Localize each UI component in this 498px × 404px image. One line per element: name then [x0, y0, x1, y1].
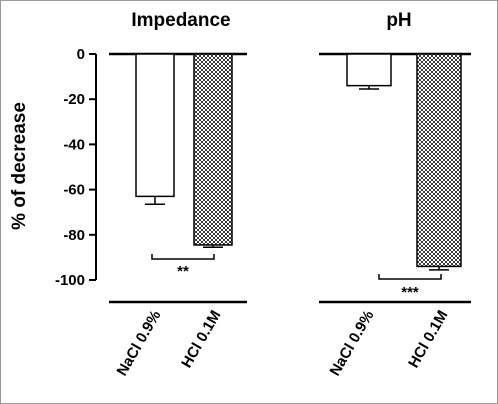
bar-impedance-hcl: [193, 53, 233, 246]
significance-bracket-impedance: [151, 254, 215, 260]
y-tick-labels: 0 -20 -40 -60 -80 -100: [55, 46, 85, 289]
y-tick-label: -100: [55, 272, 85, 289]
significance-label-ph: ***: [401, 284, 419, 301]
bar-ph-nacl: [346, 53, 392, 87]
chart-title-impedance: Impedance: [131, 10, 230, 31]
category-label-hcl-impedance: HCl 0.1M: [178, 308, 224, 371]
y-tick-label: -80: [63, 227, 85, 244]
y-tick-label: -40: [63, 136, 85, 153]
chart-title-ph: pH: [386, 10, 411, 31]
significance-impedance: **: [151, 254, 215, 280]
y-tick-label: -60: [63, 182, 85, 199]
y-ticks: [89, 53, 96, 281]
bars-impedance: [135, 53, 233, 248]
significance-bracket-ph: [378, 274, 442, 280]
bars-ph: [346, 53, 462, 271]
category-label-nacl-impedance: NaCl 0.9%: [113, 308, 164, 379]
y-tick-label: 0: [77, 46, 85, 63]
y-tick-label: -20: [63, 91, 85, 108]
bar-impedance-nacl: [135, 53, 175, 198]
y-axis-label: % of decrease: [9, 102, 30, 230]
category-label-hcl-ph: HCl 0.1M: [405, 308, 451, 371]
significance-ph: ***: [378, 274, 442, 301]
significance-label-impedance: **: [177, 263, 189, 280]
bar-ph-hcl: [416, 53, 462, 268]
category-label-nacl-ph: NaCl 0.9%: [326, 308, 377, 379]
